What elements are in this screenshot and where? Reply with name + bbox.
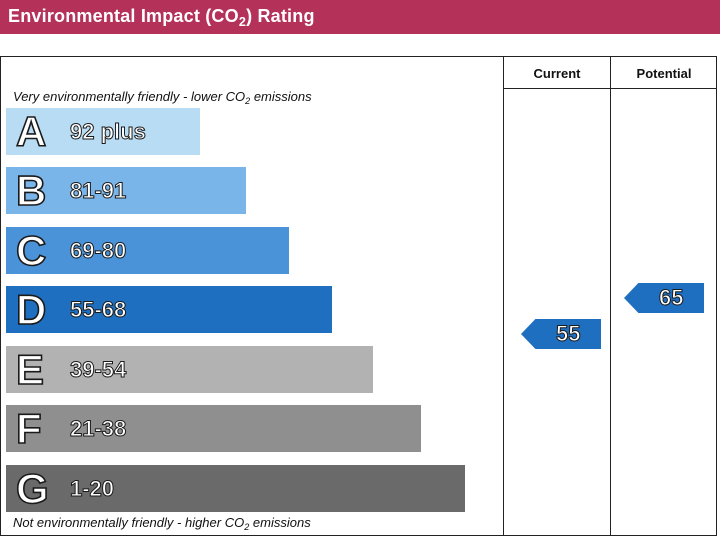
title-subscript: 2 [238, 14, 247, 29]
band-range: 55-68 [69, 297, 127, 323]
band-letter: G [15, 464, 49, 513]
potential-rating-value: 65 [658, 285, 684, 311]
band-d: D 55-68 [6, 285, 332, 334]
title-text: Environmental Impact (CO [8, 6, 239, 26]
column-header-potential: Potential [636, 66, 692, 81]
band-c: C 69-80 [6, 226, 289, 275]
current-rating-value: 55 [555, 321, 581, 347]
band-g: G 1-20 [6, 464, 465, 513]
band-range: 81-91 [69, 178, 127, 204]
header-row-divider [503, 88, 717, 89]
top-note-text: Very environmentally friendly - lower CO [13, 89, 246, 104]
rating-table [0, 56, 717, 536]
bottom-note-text: Not environmentally friendly - higher CO [13, 515, 245, 530]
band-letter: C [15, 226, 47, 275]
band-e: E 39-54 [6, 345, 373, 394]
top-note: Very environmentally friendly - lower CO… [13, 89, 312, 106]
current-rating-marker: 55 [521, 319, 601, 349]
top-note-text-end: emissions [250, 89, 312, 104]
band-letter: A [15, 107, 47, 156]
top-note-subscript: 2 [245, 95, 251, 106]
header-bar: Environmental Impact (CO2) Rating [0, 0, 720, 34]
band-range: 1-20 [69, 476, 115, 502]
bottom-note-subscript: 2 [244, 521, 250, 532]
band-range: 39-54 [69, 357, 127, 383]
title-text-end: ) Rating [246, 6, 315, 26]
column-divider-potential [610, 56, 611, 536]
band-range: 69-80 [69, 238, 127, 264]
band-letter: D [15, 285, 47, 334]
band-range: 92 plus [70, 119, 147, 145]
band-b: B 81-91 [6, 166, 246, 215]
page-title: Environmental Impact (CO2) Rating [8, 6, 315, 29]
band-letter: F [15, 404, 42, 453]
band-f: F 21-38 [6, 404, 421, 453]
column-header-current: Current [533, 66, 581, 81]
band-letter: E [15, 345, 45, 394]
potential-rating-marker: 65 [624, 283, 704, 313]
band-a: A 92 plus [6, 107, 200, 156]
bottom-note-text-end: emissions [249, 515, 311, 530]
bottom-note: Not environmentally friendly - higher CO… [13, 515, 311, 532]
band-letter: B [15, 166, 47, 215]
band-range: 21-38 [69, 416, 127, 442]
column-divider-current [503, 56, 504, 536]
